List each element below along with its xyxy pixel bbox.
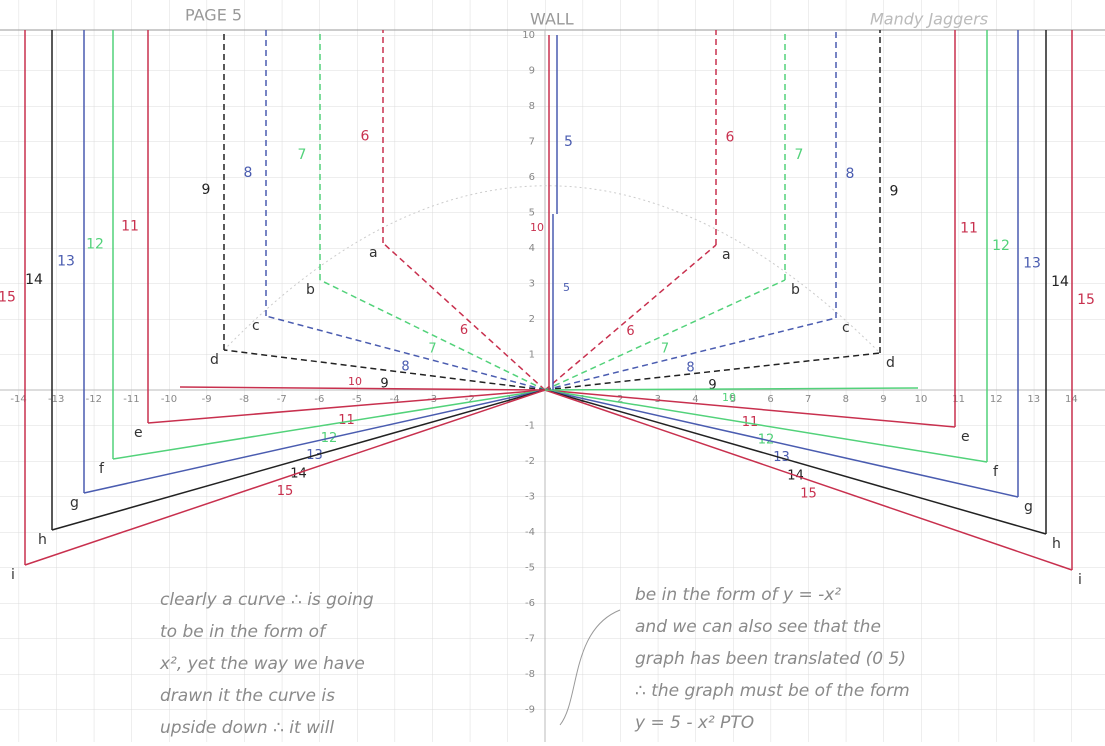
x-tick-label: -11	[123, 394, 139, 405]
length-label: 15	[0, 290, 16, 306]
point-label: a	[369, 245, 378, 261]
y-tick-label: 7	[529, 137, 535, 148]
y-tick-label: -2	[525, 456, 535, 467]
note-line: and we can also see that the	[635, 617, 881, 637]
y-tick-label: -7	[525, 634, 535, 645]
length-label: 12	[86, 237, 104, 253]
length-label: 6	[361, 129, 370, 145]
note-line: clearly a curve ∴ is going	[160, 590, 374, 610]
length-label: 7	[795, 147, 804, 163]
point-label: c	[252, 318, 260, 334]
x-tick-label: 12	[990, 394, 1003, 405]
note-line: graph has been translated (0 5)	[635, 649, 906, 669]
x-tick-label: 6	[767, 394, 773, 405]
y-tick-label: -4	[525, 527, 535, 538]
note-line: y = 5 - x² PTO	[634, 713, 754, 733]
note-line: be in the form of y = -x²	[635, 585, 841, 605]
x-tick-label: -7	[277, 394, 287, 405]
length-label: 15	[1077, 292, 1095, 308]
author: Mandy Jaggers	[870, 10, 988, 29]
length-label: 13	[1023, 256, 1041, 272]
x-tick-label: 11	[952, 394, 965, 405]
length-label: 8	[244, 165, 253, 181]
point-label: e	[961, 429, 970, 445]
length-label: 14	[290, 467, 307, 482]
length-label: 7	[428, 342, 436, 357]
point-label: e	[134, 425, 143, 441]
point-label: i	[11, 567, 15, 583]
y-tick-label: -9	[525, 705, 535, 716]
note-line: x², yet the way we have	[159, 654, 365, 674]
length-label: 12	[992, 238, 1010, 254]
x-tick-label: -5	[352, 394, 362, 405]
x-tick-label: 10	[915, 394, 928, 405]
point-label: h	[38, 532, 47, 548]
note-line: upside down ∴ it will	[160, 718, 334, 738]
x-tick-label: 13	[1027, 394, 1040, 405]
note-line: drawn it the curve is	[160, 686, 335, 706]
length-label: 10	[348, 375, 362, 388]
length-label: 10	[722, 391, 736, 404]
length-label: 15	[277, 484, 294, 499]
point-label: b	[791, 282, 800, 298]
y-tick-label: -5	[525, 563, 535, 574]
y-tick-label: 5	[529, 208, 535, 219]
length-label: 11	[960, 221, 978, 237]
x-tick-label: -8	[239, 394, 249, 405]
page-label: PAGE 5	[185, 6, 242, 25]
length-label: 5	[563, 281, 570, 294]
x-tick-label: 9	[880, 394, 886, 405]
length-label: 7	[661, 342, 669, 357]
x-tick-label: 8	[843, 394, 849, 405]
point-label: h	[1052, 536, 1061, 552]
y-tick-label: 9	[529, 66, 535, 77]
y-tick-label: 1	[529, 350, 535, 361]
x-tick-label: -6	[314, 394, 324, 405]
y-tick-label: -1	[525, 421, 535, 432]
length-label: 14	[25, 272, 43, 288]
length-label: 15	[800, 487, 817, 502]
x-tick-label: -10	[161, 394, 177, 405]
length-label: 13	[57, 254, 75, 270]
length-label: 11	[121, 219, 139, 235]
y-tick-label: 3	[529, 279, 535, 290]
note-line: ∴ the graph must be of the form	[635, 681, 910, 701]
y-tick-label: 2	[529, 314, 535, 325]
length-label: 6	[626, 324, 634, 339]
point-label: i	[1078, 572, 1082, 588]
y-tick-label: -8	[525, 669, 535, 680]
length-label: 6	[726, 130, 735, 146]
y-tick-label: 8	[529, 101, 535, 112]
point-label: c	[842, 320, 850, 336]
point-label: g	[1024, 499, 1033, 515]
y-tick-label: 6	[529, 172, 535, 183]
length-label: 14	[1051, 274, 1069, 290]
y-tick-label: 10	[522, 30, 535, 41]
length-label: 8	[846, 166, 855, 182]
length-label: 7	[298, 147, 307, 163]
y-tick-label: 4	[529, 243, 535, 254]
note-line: to be in the form of	[160, 622, 328, 642]
point-label: d	[886, 355, 895, 371]
x-tick-label: -9	[202, 394, 212, 405]
length-label: 9	[202, 182, 211, 198]
y-tick-label: -6	[525, 598, 535, 609]
length-label: 10	[530, 221, 544, 234]
y-tick-label: -3	[525, 492, 535, 503]
x-tick-label: 7	[805, 394, 811, 405]
length-label: 9	[890, 184, 899, 200]
length-label: 9	[708, 378, 716, 393]
wall-label: WALL	[530, 10, 574, 29]
point-label: d	[210, 352, 219, 368]
point-label: g	[70, 495, 79, 511]
page: PAGE 5 WALL Mandy Jaggers -1 4 -13 -12 -11 -1…	[0, 0, 1105, 742]
x-tick-label: -13	[48, 394, 64, 405]
x-tick-label: -12	[86, 394, 102, 405]
length-label: 6	[460, 323, 468, 338]
length-label: 5	[564, 134, 573, 150]
length-label: 8	[686, 361, 694, 376]
point-label: b	[306, 282, 315, 298]
point-label: a	[722, 247, 731, 263]
